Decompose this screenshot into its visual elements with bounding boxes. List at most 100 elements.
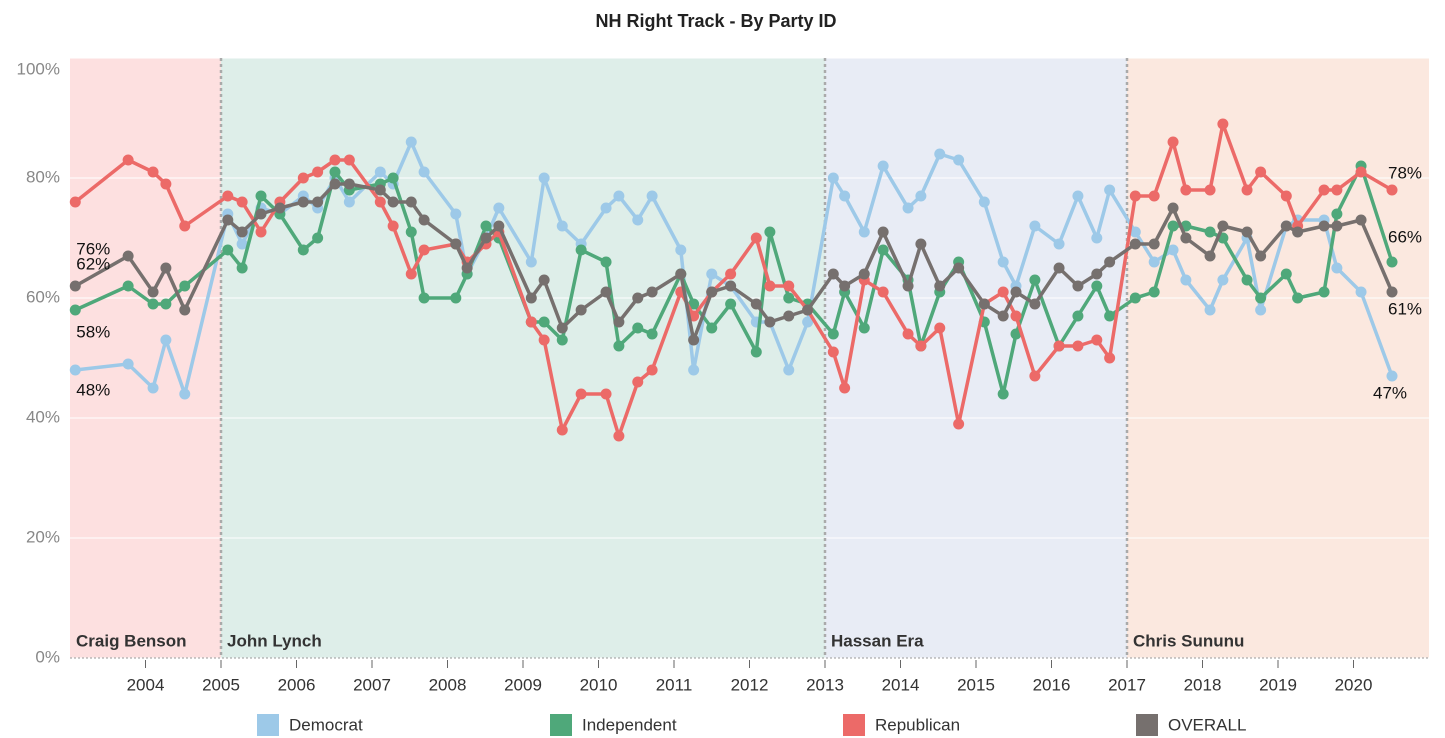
y-tick-label: 100% [17,59,60,78]
data-point [1010,286,1022,298]
data-point [343,178,355,190]
data-label: 58% [76,322,110,341]
data-point [179,280,191,292]
data-point [613,190,625,202]
data-point [297,172,309,184]
data-point [1104,352,1116,364]
data-point [1029,370,1041,382]
data-point [1331,184,1343,196]
data-point [147,286,159,298]
data-label: 47% [1373,383,1407,402]
x-tick-label: 2020 [1335,675,1373,694]
data-point [1148,286,1160,298]
data-point [538,172,550,184]
data-point [915,238,927,250]
data-point [1029,298,1041,310]
data-point [953,262,965,274]
x-tick-label: 2004 [127,675,165,694]
x-tick-label: 2005 [202,675,240,694]
data-point [1091,232,1103,244]
data-point [222,214,234,226]
data-point [405,196,417,208]
data-point [1053,238,1065,250]
data-point [1129,190,1141,202]
data-point [556,334,568,346]
data-point [1331,220,1343,232]
data-point [1148,256,1160,268]
x-tick-label: 2019 [1259,675,1297,694]
data-point [997,310,1009,322]
data-point [160,334,172,346]
data-point [374,184,386,196]
data-label: 76% [76,239,110,258]
data-point [632,376,644,388]
data-point [1129,238,1141,250]
data-point [1292,292,1304,304]
x-tick-label: 2014 [882,675,920,694]
data-point [1318,220,1330,232]
data-point [405,226,417,238]
data-point [688,298,700,310]
data-point [858,268,870,280]
data-point [1167,244,1179,256]
data-point [613,316,625,328]
data-point [418,292,430,304]
series-2 [69,118,1398,442]
x-tick-label: 2012 [731,675,769,694]
data-point [122,280,134,292]
data-point [312,196,324,208]
data-point [418,166,430,178]
data-point [575,244,587,256]
data-point [1204,226,1216,238]
data-point [997,388,1009,400]
x-tick-label: 2007 [353,675,391,694]
x-tick-label: 2018 [1184,675,1222,694]
data-point [69,280,81,292]
data-point [839,382,851,394]
data-point [343,154,355,166]
data-point [122,154,134,166]
data-point [839,190,851,202]
x-tick-label: 2010 [580,675,618,694]
y-tick-label: 40% [26,407,60,426]
data-point [1029,274,1041,286]
data-point [147,166,159,178]
data-point [1204,250,1216,262]
data-point [179,304,191,316]
data-point [312,166,324,178]
data-point [1255,304,1267,316]
data-point [122,250,134,262]
data-point [575,304,587,316]
y-tick-label: 20% [26,527,60,546]
data-point [646,286,658,298]
data-point [600,256,612,268]
data-point [236,238,248,250]
y-tick-label: 0% [35,647,60,666]
data-point [706,268,718,280]
era-label: Hassan Era [831,631,924,650]
legend-label: OVERALL [1168,715,1246,734]
data-point [538,274,550,286]
data-point [1386,184,1398,196]
data-point [1148,190,1160,202]
data-point [1091,280,1103,292]
data-point [632,292,644,304]
data-point [858,322,870,334]
data-point [953,154,965,166]
data-point [750,298,762,310]
x-tick-label: 2006 [278,675,316,694]
x-tick-label: 2011 [656,675,693,694]
data-point [556,220,568,232]
data-point [839,280,851,292]
data-point [575,388,587,400]
data-point [255,190,267,202]
data-point [556,322,568,334]
data-point [236,226,248,238]
data-point [1129,292,1141,304]
data-point [902,280,914,292]
data-point [525,292,537,304]
data-point [613,430,625,442]
data-point [600,388,612,400]
x-tick-label: 2008 [429,675,467,694]
data-point [783,292,795,304]
